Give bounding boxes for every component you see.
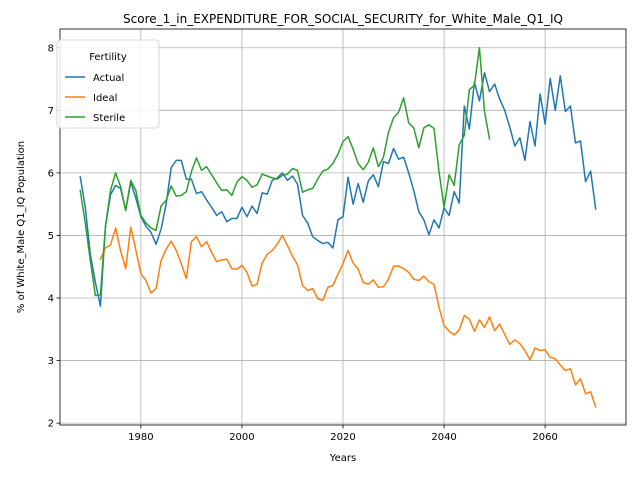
y-tick-label: 6	[48, 168, 54, 179]
legend-label-actual: Actual	[93, 73, 124, 84]
y-tick-label: 8	[48, 43, 54, 54]
y-tick-label: 2	[48, 419, 54, 430]
legend-label-ideal: Ideal	[93, 93, 117, 104]
legend-box	[56, 39, 160, 129]
legend: Fertility Actual Ideal Sterile	[56, 39, 160, 129]
legend-entries: Actual Ideal Sterile	[65, 73, 125, 124]
x-tick-label: 2000	[229, 432, 254, 443]
legend-label-sterile: Sterile	[93, 113, 125, 124]
x-tick-label: 2040	[431, 432, 456, 443]
legend-title: Fertility	[89, 52, 127, 63]
series-line-ideal	[99, 226, 597, 408]
x-tick-label: 1980	[128, 432, 153, 443]
chart-title: Score_1_in_EXPENDITURE_FOR_SOCIAL_SECURI…	[123, 12, 563, 26]
x-tick-label: 2060	[532, 432, 557, 443]
y-tick-label: 3	[48, 356, 54, 367]
series-line-sterile	[79, 47, 491, 297]
gridlines	[60, 29, 626, 425]
y-tick-label: 4	[48, 294, 54, 305]
y-axis-title: % of White_Male Q1_IQ Population	[16, 141, 27, 313]
y-tick-label: 5	[48, 231, 54, 242]
axis-ticks: 1980 2000 2020 2040 2060 2 3 4 5 6 7 8	[48, 43, 558, 443]
x-tick-label: 2020	[330, 432, 355, 443]
series-lines	[79, 47, 597, 408]
x-axis-title: Years	[329, 453, 356, 464]
y-tick-label: 7	[48, 106, 54, 117]
series-line-actual	[79, 72, 597, 307]
